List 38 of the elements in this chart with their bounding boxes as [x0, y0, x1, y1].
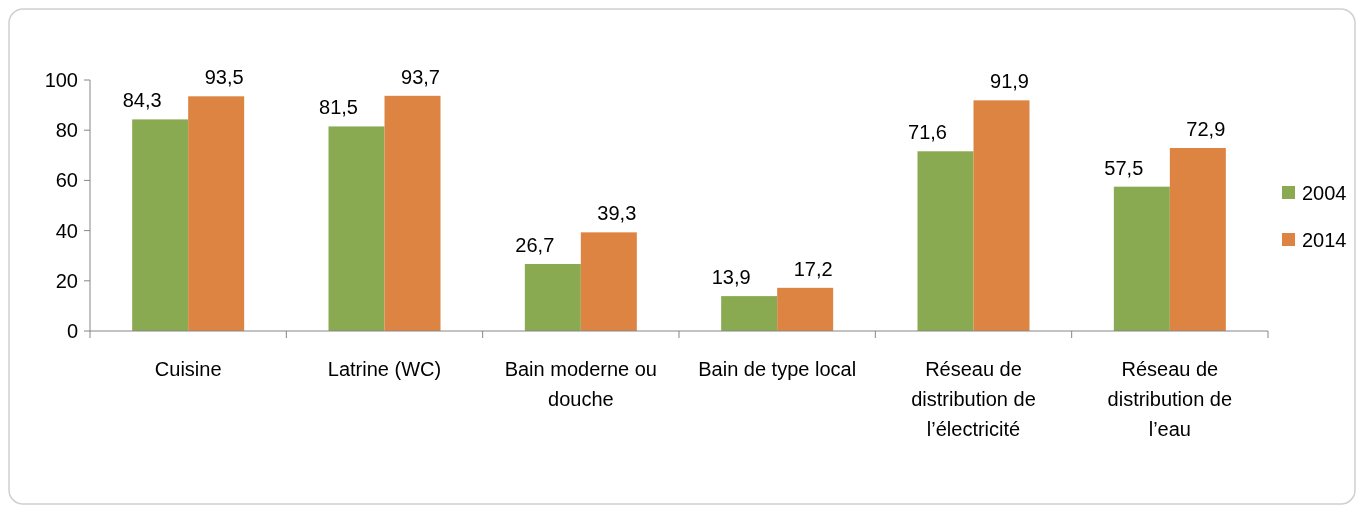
bar: [328, 126, 385, 331]
y-tick-label: 100: [44, 69, 78, 91]
bar: [188, 96, 245, 331]
x-tick-label: Réseau de distribution de l’électricité: [911, 358, 1036, 440]
data-label: 81,5: [319, 96, 358, 119]
y-tick-label: 60: [55, 169, 78, 192]
data-label: 57,5: [1104, 156, 1144, 179]
data-label: 71,6: [908, 121, 947, 144]
y-tick-label: 20: [55, 269, 78, 292]
y-tick-label: 40: [55, 219, 78, 242]
bar: [132, 119, 189, 331]
data-label: 72,9: [1186, 118, 1226, 141]
x-tick-label: Cuisine: [154, 358, 222, 380]
data-label: 84,3: [122, 89, 162, 112]
bar: [384, 95, 441, 331]
bar: [973, 100, 1030, 331]
data-label: 39,3: [597, 202, 637, 225]
data-label: 13,9: [711, 266, 751, 289]
x-tick-label: Bain de type local: [698, 358, 857, 380]
data-label: 91,9: [990, 70, 1029, 93]
x-tick-label: Bain moderne ou douche: [504, 358, 657, 410]
x-tick-label: Latrine (WC): [327, 358, 442, 380]
data-label: 17,2: [793, 257, 833, 280]
bar: [917, 151, 974, 331]
legend-label: 2004: [1302, 182, 1347, 204]
bar: [1169, 148, 1226, 331]
bar: [1113, 186, 1170, 331]
data-label: 93,7: [401, 65, 440, 88]
bar: [721, 296, 778, 331]
y-tick-label: 80: [55, 119, 78, 142]
data-label: 26,7: [515, 233, 555, 256]
y-tick-label: 0: [66, 320, 78, 342]
legend-label: 2014: [1302, 229, 1347, 251]
bar: [777, 287, 834, 331]
bar: [524, 263, 581, 331]
bar: [580, 232, 637, 331]
x-tick-label: Réseau de distribution de l’eau: [1107, 358, 1233, 440]
data-label: 93,5: [204, 66, 244, 89]
